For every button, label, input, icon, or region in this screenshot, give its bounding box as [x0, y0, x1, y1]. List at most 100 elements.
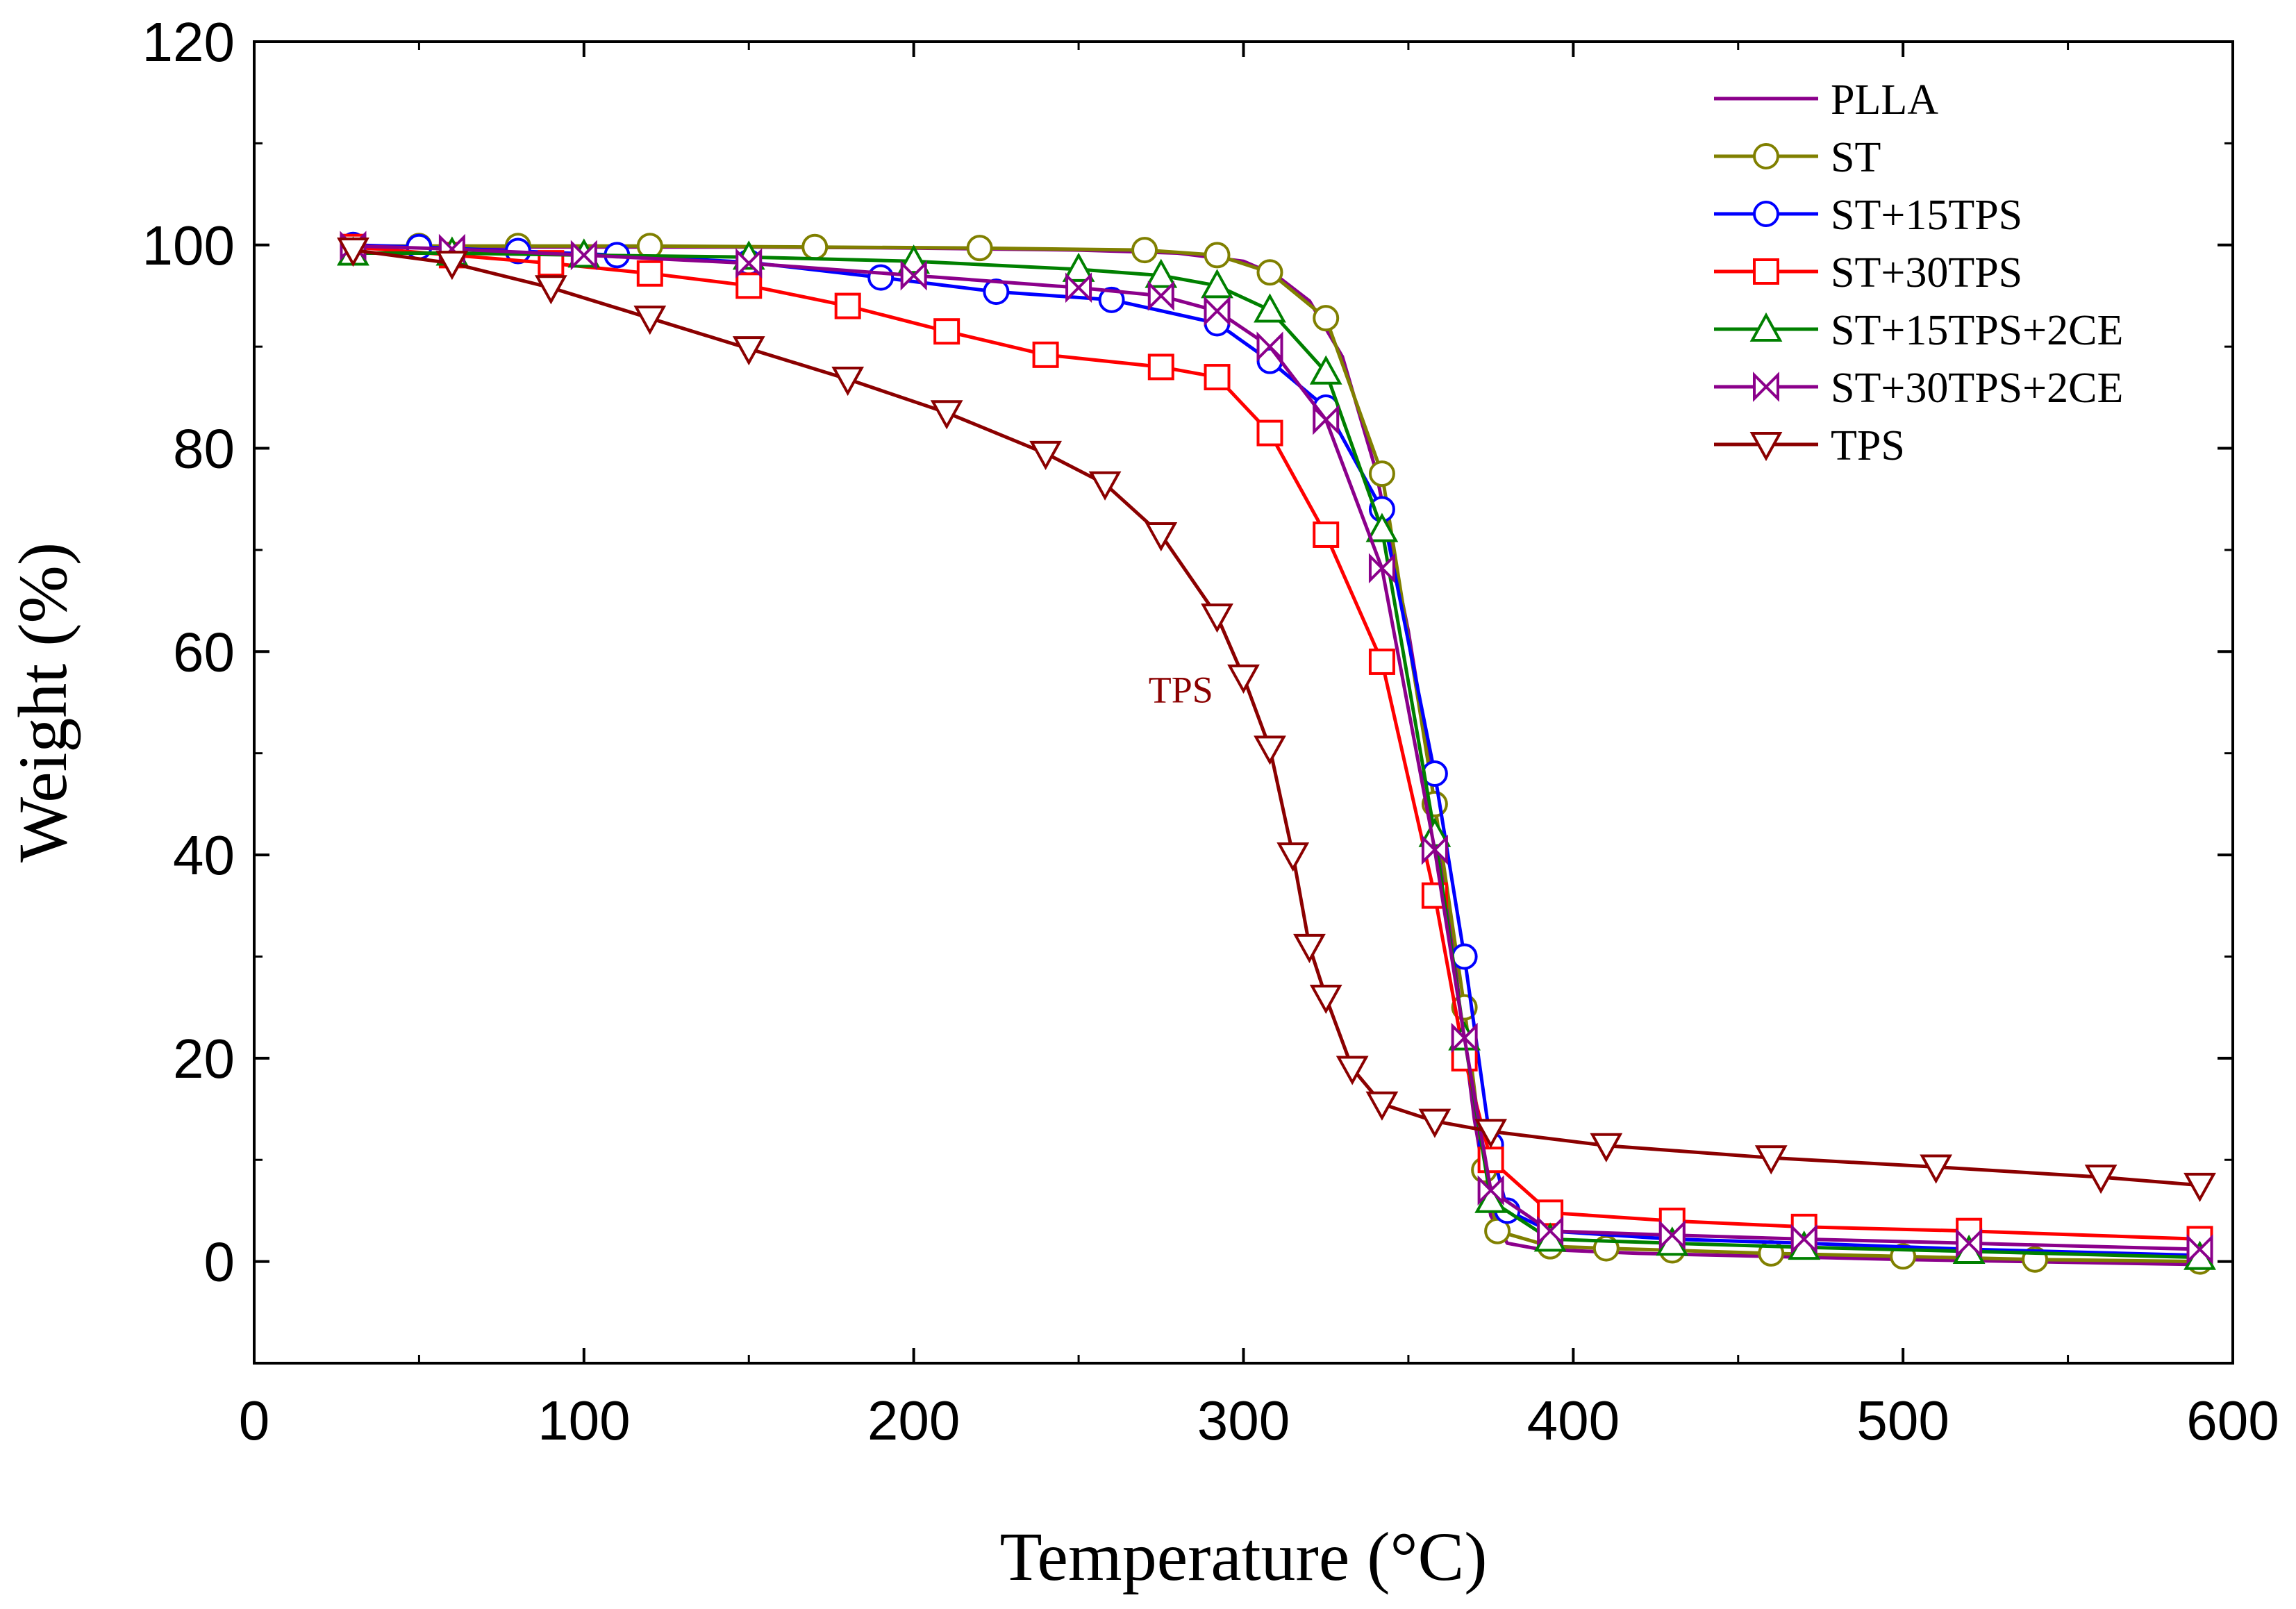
- data-point: [1309, 355, 1342, 385]
- legend-swatch-marker: [1753, 258, 1779, 285]
- y-tick-label: 80: [173, 418, 235, 480]
- data-point: [933, 318, 960, 345]
- data-point: [1313, 521, 1340, 548]
- axis-ticks: 0 100 200 300 400 500 600 0 20 40 60 80 100 120: [142, 11, 2279, 1451]
- data-point: [1227, 664, 1260, 694]
- data-point: [1029, 440, 1062, 470]
- y-tick-label: 100: [142, 215, 235, 276]
- data-point: [1336, 1056, 1369, 1085]
- data-point: [801, 233, 829, 260]
- x-tick-label: 500: [1856, 1390, 1949, 1451]
- series-tps: [337, 237, 2216, 1202]
- data-point: [337, 237, 369, 267]
- data-point: [867, 264, 895, 291]
- data-point: [735, 248, 763, 278]
- data-point: [1254, 293, 1286, 323]
- data-point: [1088, 471, 1122, 501]
- data-point: [1276, 842, 1310, 872]
- y-tick-label: 20: [173, 1028, 235, 1090]
- data-point: [1293, 933, 1326, 963]
- x-tick-label: 100: [538, 1390, 630, 1451]
- data-point: [1451, 1022, 1478, 1053]
- data-point: [1590, 1133, 1623, 1162]
- data-point: [1032, 341, 1059, 368]
- data-point: [1204, 296, 1231, 326]
- data-point: [1256, 419, 1283, 447]
- data-point: [1365, 512, 1399, 542]
- data-point: [1451, 943, 1478, 970]
- data-point: [1098, 286, 1125, 313]
- legend-item: TPS: [1714, 422, 1905, 469]
- series-layer: [337, 231, 2216, 1275]
- data-point: [1313, 404, 1340, 435]
- data-point: [1754, 1145, 1788, 1175]
- data-point: [732, 336, 765, 366]
- x-tick-label: 300: [1197, 1390, 1290, 1451]
- legend-swatch-marker: [1753, 143, 1779, 169]
- data-point: [570, 240, 597, 271]
- data-point: [1131, 237, 1158, 264]
- series-st-plus-15tps-plus-2ce: [337, 236, 2216, 1270]
- data-point: [1254, 735, 1286, 765]
- data-point: [1204, 364, 1231, 391]
- legend-swatch-marker: [1749, 432, 1783, 462]
- legend-swatch-marker: [1753, 201, 1779, 227]
- data-point: [1145, 258, 1178, 288]
- data-point: [1256, 331, 1283, 362]
- data-point: [534, 275, 567, 305]
- data-point: [1368, 460, 1395, 487]
- legend-label: ST: [1831, 134, 1881, 181]
- data-point: [1147, 353, 1174, 381]
- data-point: [897, 244, 931, 274]
- legend-item: ST: [1714, 134, 1881, 181]
- data-point: [735, 272, 763, 299]
- data-point: [1537, 1215, 1564, 1247]
- x-axis-title: Temperature (°C): [999, 1518, 1487, 1595]
- y-tick-label: 40: [173, 824, 235, 886]
- y-tick-label: 60: [173, 621, 235, 683]
- data-point: [1145, 522, 1178, 552]
- data-point: [900, 260, 927, 291]
- annotations: TPS: [1149, 669, 1213, 711]
- data-point: [435, 251, 469, 281]
- x-tick-label: 400: [1527, 1390, 1620, 1451]
- data-point: [930, 400, 963, 430]
- data-point: [1956, 1228, 1983, 1259]
- legend-label: PLLA: [1831, 76, 1938, 124]
- data-point: [1204, 242, 1231, 269]
- data-point: [633, 306, 667, 335]
- data-point: [1790, 1224, 1817, 1255]
- legend-item: ST+15TPS: [1714, 192, 2022, 239]
- legend-label: ST+30TPS: [1831, 249, 2022, 297]
- data-point: [2183, 1172, 2216, 1202]
- data-point: [1365, 1091, 1399, 1121]
- data-point: [1368, 553, 1395, 584]
- legend-item: ST+30TPS: [1714, 249, 2022, 297]
- legend-label: ST+30TPS+2CE: [1831, 365, 2123, 412]
- data-point: [2084, 1165, 2118, 1194]
- data-point: [966, 235, 993, 262]
- data-point: [1368, 648, 1395, 675]
- data-point: [831, 366, 865, 397]
- data-point: [1147, 281, 1174, 311]
- data-point: [1920, 1154, 1953, 1184]
- x-tick-label: 600: [2186, 1390, 2279, 1451]
- y-tick-label: 120: [142, 11, 235, 73]
- data-point: [1309, 985, 1342, 1015]
- data-point: [1256, 259, 1283, 286]
- legend-label: TPS: [1831, 422, 1905, 469]
- legend-swatch-marker: [1749, 312, 1783, 342]
- legend-item: ST+30TPS+2CE: [1714, 365, 2123, 412]
- data-point: [1474, 1119, 1508, 1149]
- data-point: [1418, 1108, 1451, 1138]
- annotation-label: TPS: [1149, 669, 1213, 711]
- x-tick-label: 200: [867, 1390, 960, 1451]
- legend-label: ST+15TPS: [1831, 192, 2022, 239]
- data-point: [636, 260, 663, 287]
- data-point: [1201, 269, 1233, 299]
- x-tick-label: 0: [239, 1390, 270, 1451]
- legend: PLLA ST ST+15TPS ST+30TPS ST+15TPS+2CE ST+30T…: [1714, 76, 2123, 469]
- data-point: [1065, 272, 1092, 303]
- data-point: [1421, 834, 1448, 865]
